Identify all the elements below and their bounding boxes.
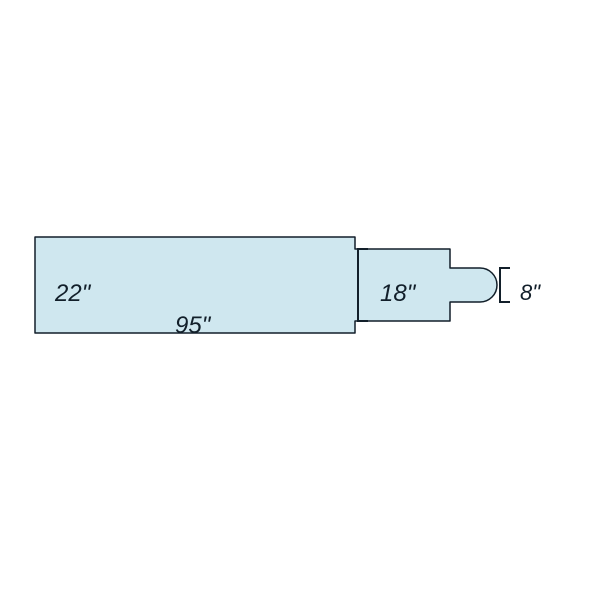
dim-label-95: 95" [175,312,210,340]
dim-label-8: 8" [520,280,540,306]
diagram-canvas: 22" 95" 18" 8" [0,0,600,600]
dim-label-22: 22" [55,280,90,308]
dim-label-18: 18" [380,280,415,308]
